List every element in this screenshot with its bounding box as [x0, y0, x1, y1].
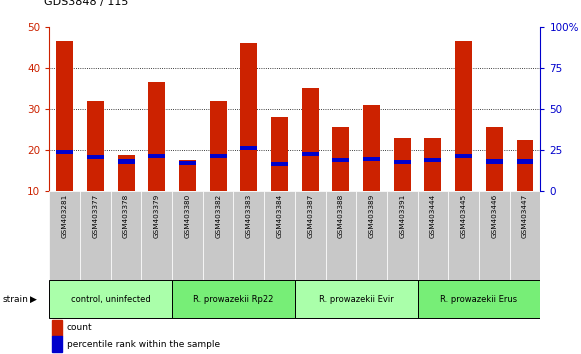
Bar [455, 41, 472, 191]
Bar [234, 191, 264, 280]
Bar [394, 160, 411, 164]
Bar [325, 191, 356, 280]
Bar [179, 160, 196, 191]
Bar [295, 191, 325, 280]
Text: GSM403447: GSM403447 [522, 194, 528, 238]
Bar [172, 280, 295, 318]
Bar [271, 117, 288, 191]
Text: GSM403388: GSM403388 [338, 194, 344, 238]
Text: count: count [67, 323, 92, 332]
Bar [179, 161, 196, 165]
Bar [148, 154, 165, 158]
Bar [418, 280, 540, 318]
Text: GSM403377: GSM403377 [92, 194, 98, 238]
Bar [455, 154, 472, 158]
Text: GSM403445: GSM403445 [461, 194, 467, 238]
Text: GSM403389: GSM403389 [368, 194, 375, 238]
Bar [210, 101, 227, 191]
Text: control, uninfected: control, uninfected [71, 295, 150, 304]
Bar [264, 191, 295, 280]
Bar [517, 159, 533, 164]
Bar [394, 138, 411, 191]
Bar [203, 191, 234, 280]
Bar [56, 41, 73, 191]
Text: R. prowazekii Erus: R. prowazekii Erus [440, 295, 518, 304]
Bar [363, 105, 380, 191]
Text: GSM403387: GSM403387 [307, 194, 313, 238]
Bar [87, 155, 104, 159]
Bar [356, 191, 387, 280]
Text: GSM403446: GSM403446 [492, 194, 497, 238]
Bar [49, 191, 80, 280]
Bar [118, 159, 135, 164]
Bar [387, 191, 418, 280]
Bar [52, 320, 62, 336]
Bar [111, 191, 141, 280]
Bar [425, 138, 442, 191]
Bar [241, 43, 257, 191]
Text: percentile rank within the sample: percentile rank within the sample [67, 340, 220, 349]
Bar [80, 191, 111, 280]
Bar [295, 280, 418, 318]
Bar [486, 159, 503, 164]
Bar [56, 150, 73, 154]
Bar [425, 158, 442, 162]
Bar [148, 82, 165, 191]
Text: GSM403380: GSM403380 [184, 194, 191, 238]
Bar [332, 158, 349, 162]
Bar [141, 191, 172, 280]
Bar [418, 191, 449, 280]
Bar [241, 146, 257, 150]
Bar [302, 152, 318, 156]
Text: GSM403444: GSM403444 [430, 194, 436, 238]
Text: GSM403391: GSM403391 [399, 194, 406, 238]
Text: strain: strain [3, 295, 29, 304]
Text: R. prowazekii Rp22: R. prowazekii Rp22 [193, 295, 274, 304]
Text: GDS3848 / 115: GDS3848 / 115 [44, 0, 128, 7]
Bar [363, 157, 380, 161]
Text: GSM403382: GSM403382 [215, 194, 221, 238]
Text: GSM403383: GSM403383 [246, 194, 252, 238]
Bar [271, 162, 288, 166]
Text: GSM403379: GSM403379 [154, 194, 160, 238]
Bar [172, 191, 203, 280]
Text: R. prowazekii Evir: R. prowazekii Evir [319, 295, 393, 304]
Bar [449, 191, 479, 280]
Bar [479, 191, 510, 280]
Bar [302, 88, 318, 191]
Text: GSM403378: GSM403378 [123, 194, 129, 238]
Bar [517, 140, 533, 191]
Text: GSM403384: GSM403384 [277, 194, 282, 238]
Bar [118, 155, 135, 191]
Bar [49, 280, 172, 318]
Bar [210, 154, 227, 158]
Bar [87, 101, 104, 191]
Bar [332, 127, 349, 191]
Text: ▶: ▶ [30, 295, 37, 304]
Bar [486, 127, 503, 191]
Bar [52, 336, 62, 352]
Text: GSM403281: GSM403281 [62, 194, 68, 238]
Bar [510, 191, 540, 280]
